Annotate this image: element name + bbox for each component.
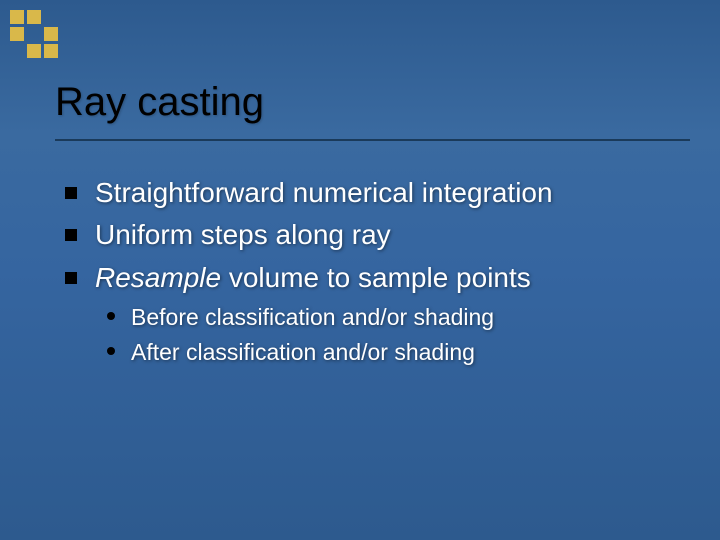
corner-sq-7: [27, 44, 41, 58]
sub-bullet-item: Before classification and/or shading: [107, 302, 680, 333]
corner-sq-3: [10, 27, 24, 41]
sub-bullet-text: Before classification and/or shading: [131, 302, 494, 333]
title-area: Ray casting: [55, 80, 690, 141]
corner-sq-2: [44, 10, 58, 24]
corner-decoration: [10, 10, 58, 58]
dot-bullet-icon: [107, 312, 115, 320]
title-underline: [55, 139, 690, 141]
slide-title: Ray casting: [55, 80, 690, 125]
sub-bullet-item: After classification and/or shading: [107, 337, 680, 368]
square-bullet-icon: [65, 187, 77, 199]
bullet-text: Resample volume to sample points: [95, 260, 531, 296]
corner-sq-1: [27, 10, 41, 24]
bullet-text-rest: volume to sample points: [221, 262, 531, 293]
corner-sq-6: [10, 44, 24, 58]
sub-bullet-text: After classification and/or shading: [131, 337, 475, 368]
corner-sq-5: [44, 27, 58, 41]
sub-bullet-list: Before classification and/or shading Aft…: [107, 302, 680, 368]
bullet-item: Resample volume to sample points: [65, 260, 680, 296]
bullet-text: Straightforward numerical integration: [95, 175, 553, 211]
italic-word: Resample: [95, 262, 221, 293]
slide-content: Straightforward numerical integration Un…: [65, 175, 680, 372]
bullet-text: Uniform steps along ray: [95, 217, 391, 253]
square-bullet-icon: [65, 272, 77, 284]
corner-sq-4: [27, 27, 41, 41]
bullet-item: Uniform steps along ray: [65, 217, 680, 253]
corner-sq-8: [44, 44, 58, 58]
corner-sq-0: [10, 10, 24, 24]
square-bullet-icon: [65, 229, 77, 241]
bullet-item: Straightforward numerical integration: [65, 175, 680, 211]
dot-bullet-icon: [107, 347, 115, 355]
